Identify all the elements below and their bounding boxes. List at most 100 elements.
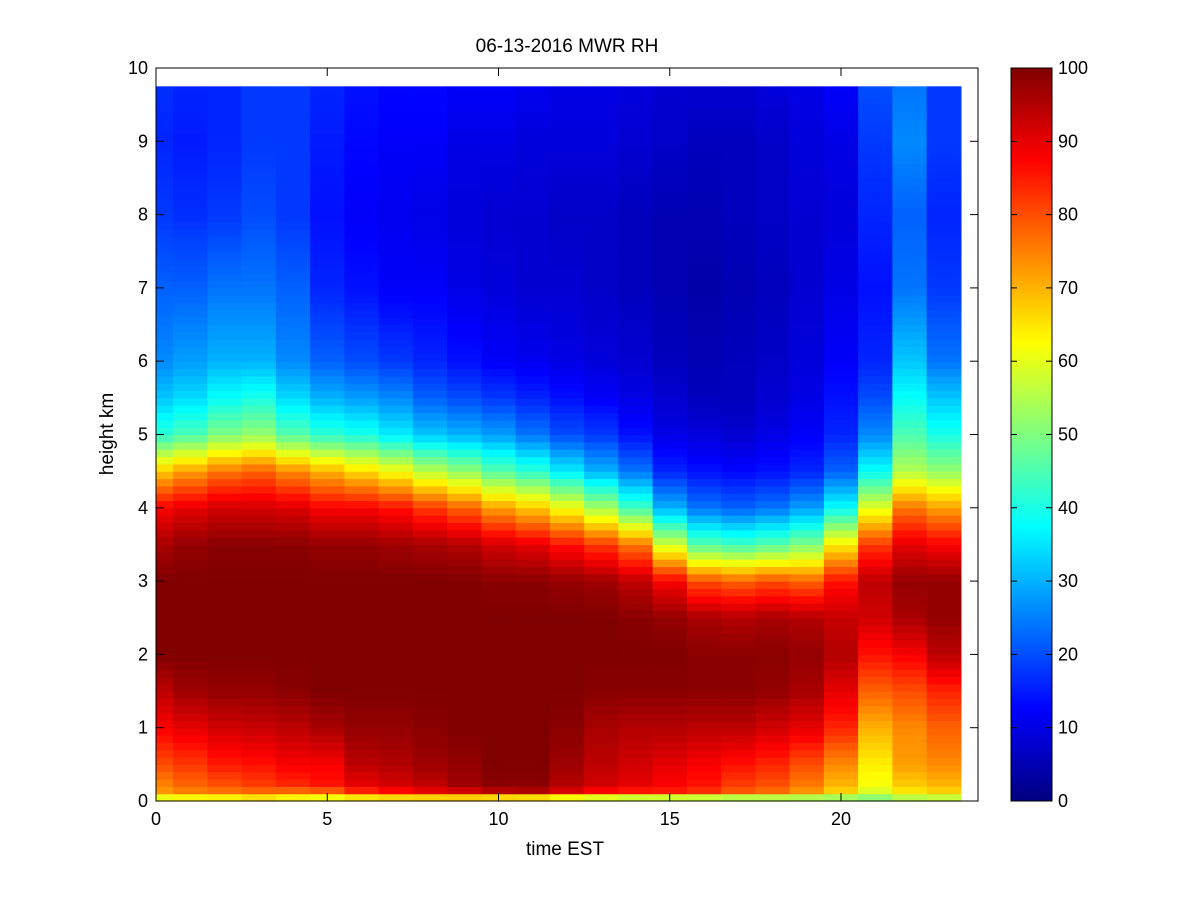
heatmap-cell bbox=[721, 603, 756, 612]
heatmap-cell bbox=[755, 427, 791, 436]
heatmap-cell bbox=[412, 331, 448, 340]
heatmap-cell bbox=[412, 669, 448, 677]
heatmap-cell bbox=[207, 141, 243, 150]
heatmap-cell bbox=[378, 485, 414, 494]
heatmap-cell bbox=[173, 691, 208, 699]
heatmap-cell bbox=[926, 412, 962, 421]
heatmap-cell bbox=[652, 705, 688, 714]
heatmap-cell bbox=[310, 412, 345, 421]
heatmap-cell bbox=[344, 683, 380, 692]
heatmap-cell bbox=[789, 471, 825, 480]
heatmap-cell bbox=[858, 126, 893, 135]
heatmap-cell bbox=[310, 713, 345, 721]
heatmap-cell bbox=[447, 698, 482, 707]
heatmap-cell bbox=[755, 163, 791, 172]
heatmap-cell bbox=[310, 764, 345, 773]
heatmap-cell bbox=[789, 177, 825, 186]
heatmap-cell bbox=[481, 588, 517, 597]
heatmap-cell bbox=[618, 713, 654, 721]
heatmap-cell bbox=[549, 368, 585, 377]
heatmap-cell bbox=[789, 126, 825, 135]
heatmap-cell bbox=[686, 449, 722, 458]
heatmap-cell bbox=[310, 163, 345, 172]
heatmap-cell bbox=[156, 676, 174, 685]
heatmap-cell bbox=[241, 119, 277, 128]
heatmap-cell bbox=[378, 566, 414, 575]
heatmap-cell bbox=[481, 397, 517, 406]
heatmap-cell bbox=[173, 617, 208, 626]
heatmap-cell bbox=[926, 86, 962, 91]
heatmap-cell bbox=[789, 375, 825, 384]
heatmap-cell bbox=[858, 163, 893, 172]
heatmap-cell bbox=[618, 463, 654, 472]
heatmap-cell bbox=[481, 625, 517, 634]
heatmap-cell bbox=[686, 544, 722, 553]
heatmap-cell bbox=[789, 500, 825, 509]
heatmap-cell bbox=[926, 339, 962, 348]
heatmap-cell bbox=[241, 361, 277, 370]
heatmap-cell bbox=[789, 119, 825, 128]
heatmap-cell bbox=[207, 771, 243, 780]
heatmap-cell bbox=[241, 713, 277, 721]
heatmap-cell bbox=[275, 573, 311, 582]
heatmap-cell bbox=[447, 192, 482, 201]
heatmap-cell bbox=[618, 412, 654, 421]
heatmap-cell bbox=[344, 705, 380, 714]
heatmap-cell bbox=[241, 368, 277, 377]
heatmap-cell bbox=[618, 273, 654, 282]
heatmap-cell bbox=[412, 676, 448, 685]
heatmap-cell bbox=[156, 251, 174, 260]
heatmap-cell bbox=[275, 713, 311, 721]
heatmap-cell bbox=[481, 339, 517, 348]
heatmap-cell bbox=[412, 353, 448, 362]
heatmap-cell bbox=[156, 595, 174, 604]
heatmap-cell bbox=[310, 104, 345, 113]
heatmap-cell bbox=[412, 551, 448, 560]
heatmap-cell bbox=[241, 207, 277, 216]
heatmap-cell bbox=[858, 610, 893, 619]
heatmap-cell bbox=[207, 111, 243, 120]
heatmap-cell bbox=[241, 749, 277, 758]
heatmap-cell bbox=[173, 713, 208, 721]
heatmap-cell bbox=[549, 427, 585, 436]
heatmap-cell bbox=[481, 302, 517, 311]
heatmap-cell bbox=[858, 515, 893, 524]
heatmap-cell bbox=[926, 126, 962, 135]
heatmap-cell bbox=[481, 603, 517, 612]
heatmap-cell bbox=[173, 661, 208, 670]
heatmap-cell bbox=[310, 119, 345, 128]
heatmap-cell bbox=[481, 97, 517, 106]
heatmap-cell bbox=[241, 676, 277, 685]
heatmap-cell bbox=[618, 683, 654, 692]
heatmap-cell bbox=[378, 390, 414, 399]
heatmap-cell bbox=[310, 207, 345, 216]
heatmap-cell bbox=[755, 551, 791, 560]
heatmap-cell bbox=[892, 786, 928, 795]
heatmap-cell bbox=[481, 595, 517, 604]
heatmap-cell bbox=[858, 639, 893, 648]
heatmap-cell bbox=[481, 309, 517, 318]
heatmap-cell bbox=[275, 456, 311, 465]
heatmap-cell bbox=[447, 669, 482, 677]
heatmap-cell bbox=[926, 515, 962, 524]
heatmap-cell bbox=[686, 141, 722, 150]
heatmap-cell bbox=[584, 185, 619, 194]
heatmap-cell bbox=[275, 155, 311, 164]
heatmap-cell bbox=[789, 647, 825, 655]
heatmap-cell bbox=[926, 427, 962, 436]
heatmap-cell bbox=[156, 500, 174, 509]
heatmap-cell bbox=[618, 691, 654, 699]
heatmap-cell bbox=[652, 529, 688, 538]
heatmap-cell bbox=[721, 441, 756, 450]
heatmap-cell bbox=[721, 720, 756, 729]
heatmap-cell bbox=[481, 221, 517, 230]
heatmap-cell bbox=[618, 522, 654, 531]
heatmap-cell bbox=[755, 346, 791, 355]
heatmap-cell bbox=[618, 397, 654, 406]
heatmap-cell bbox=[584, 419, 619, 428]
heatmap-cell bbox=[926, 698, 962, 707]
heatmap-cell bbox=[652, 214, 688, 223]
heatmap-cell bbox=[892, 185, 928, 194]
heatmap-cell bbox=[584, 163, 619, 172]
heatmap-cell bbox=[241, 339, 277, 348]
